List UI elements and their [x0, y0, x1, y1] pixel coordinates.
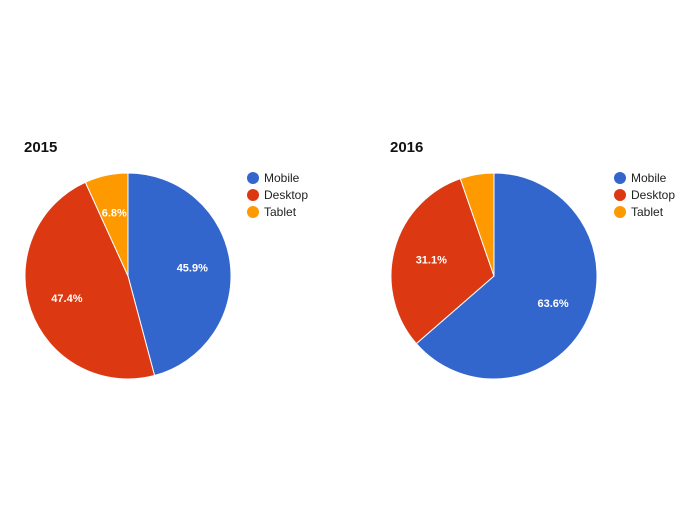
legend-label-2016-desktop: Desktop: [631, 188, 675, 202]
legend-swatch-2015-mobile: [247, 172, 259, 184]
slice-label-2015-desktop: 47.4%: [51, 293, 82, 305]
legend-swatch-2015-desktop: [247, 189, 259, 201]
chart-title-2016: 2016: [390, 139, 423, 156]
legend-label-2015-desktop: Desktop: [264, 188, 308, 202]
legend-label-2016-tablet: Tablet: [631, 205, 664, 219]
slice-label-2015-tablet: 6.8%: [102, 208, 127, 220]
legend-swatch-2016-mobile: [614, 172, 626, 184]
pie-slice-2015-tablet: [84, 172, 129, 277]
chart-title-2015: 2015: [24, 139, 57, 156]
pie-slice-2015-desktop: [24, 181, 156, 380]
pie-slice-2015-mobile: [127, 172, 232, 377]
legend-swatch-2015-tablet: [247, 206, 259, 218]
legend-label-2015-tablet: Tablet: [264, 205, 297, 219]
slice-label-2016-desktop: 31.1%: [416, 254, 447, 266]
pie-slice-2016-desktop: [390, 178, 495, 345]
pie-slice-2016-tablet: [459, 172, 495, 277]
legend-label-2015-mobile: Mobile: [264, 171, 300, 185]
slice-label-2015-mobile: 45.9%: [177, 263, 208, 275]
legend-swatch-2016-tablet: [614, 206, 626, 218]
legend-label-2016-mobile: Mobile: [631, 171, 667, 185]
pie-slice-2016-mobile: [415, 172, 598, 380]
legend-swatch-2016-desktop: [614, 189, 626, 201]
slice-label-2016-mobile: 63.6%: [537, 298, 568, 310]
